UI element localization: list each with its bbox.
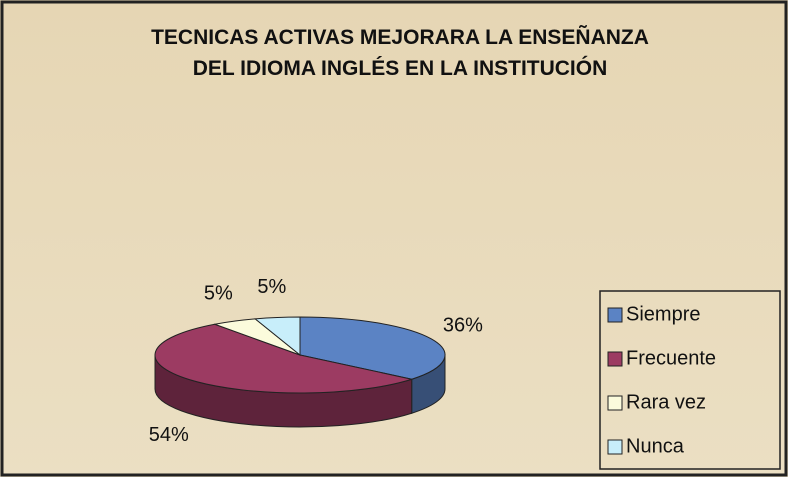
data-label: 5% xyxy=(204,283,233,305)
legend-label: Rara vez xyxy=(626,391,706,413)
legend-swatch xyxy=(607,439,623,455)
data-label: 36% xyxy=(443,314,483,336)
legend-label: Nunca xyxy=(626,435,685,457)
pie-slice xyxy=(299,316,446,380)
pie-slice xyxy=(253,316,301,357)
legend-swatch xyxy=(607,307,623,323)
legend-swatch xyxy=(607,395,623,411)
legend-swatch xyxy=(607,351,623,367)
legend-label: Siempre xyxy=(626,303,700,325)
data-label: 54% xyxy=(149,424,189,446)
pie-slice xyxy=(154,323,414,394)
legend-label: Frecuente xyxy=(626,347,716,369)
legend-box xyxy=(599,290,781,470)
data-label: 5% xyxy=(257,276,286,298)
chart-title: TECNICAS ACTIVAS MEJORARA LA ENSEÑANZA D… xyxy=(151,26,649,80)
